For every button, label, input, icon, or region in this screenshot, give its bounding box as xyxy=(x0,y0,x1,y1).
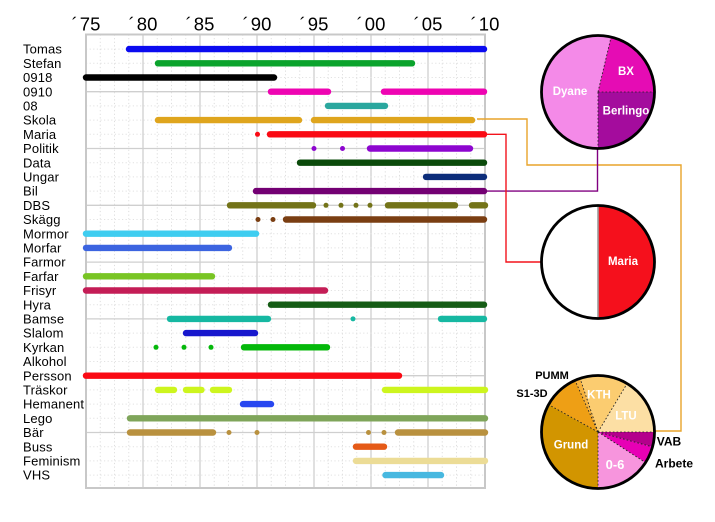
svg-text:Grund: Grund xyxy=(554,439,589,451)
svg-text:Maria: Maria xyxy=(23,127,57,142)
svg-text:´90: ´ 90 xyxy=(243,14,272,35)
svg-text:Slalom: Slalom xyxy=(23,326,64,341)
svg-text:VAB: VAB xyxy=(657,434,682,448)
svg-text:BX: BX xyxy=(618,66,634,78)
svg-text:Lego: Lego xyxy=(23,411,53,426)
svg-text:Morfar: Morfar xyxy=(23,241,62,256)
svg-text:Frisyr: Frisyr xyxy=(23,283,57,298)
svg-text:0-6: 0-6 xyxy=(606,457,625,472)
svg-text:´95: ´ 95 xyxy=(300,14,329,35)
svg-text:Ungar: Ungar xyxy=(23,170,60,185)
svg-text:Stefan: Stefan xyxy=(23,56,62,71)
svg-text:S1-3D: S1-3D xyxy=(516,388,547,400)
svg-text:Farmor: Farmor xyxy=(23,255,66,270)
svg-text:0918: 0918 xyxy=(23,70,53,85)
svg-text:´05: ´ 05 xyxy=(414,14,443,35)
svg-text:VHS: VHS xyxy=(23,468,50,483)
svg-text:Buss: Buss xyxy=(23,439,53,454)
svg-text:Tomas: Tomas xyxy=(23,42,62,57)
svg-text:PUMM: PUMM xyxy=(535,370,569,382)
svg-text:Politik: Politik xyxy=(23,141,59,156)
svg-text:Skola: Skola xyxy=(23,113,57,128)
svg-text:DBS: DBS xyxy=(23,198,50,213)
svg-text:Hemanent: Hemanent xyxy=(23,397,84,412)
svg-text:´80: ´ 80 xyxy=(129,14,158,35)
svg-text:´00: ´ 00 xyxy=(357,14,386,35)
svg-text:Persson: Persson xyxy=(23,368,72,383)
svg-text:´85: ´ 85 xyxy=(186,14,215,35)
svg-text:LTU: LTU xyxy=(615,411,637,423)
svg-text:Feminism: Feminism xyxy=(23,454,81,469)
svg-text:Bil: Bil xyxy=(23,184,38,199)
svg-text:Arbete: Arbete xyxy=(655,456,693,470)
svg-text:Bär: Bär xyxy=(23,425,44,440)
svg-text:Maria: Maria xyxy=(608,256,639,268)
svg-text:Kyrkan: Kyrkan xyxy=(23,340,64,355)
svg-text:Mormor: Mormor xyxy=(23,226,69,241)
svg-text:Alkohol: Alkohol xyxy=(23,354,67,369)
svg-text:Bamse: Bamse xyxy=(23,312,64,327)
svg-text:Hyra: Hyra xyxy=(23,297,52,312)
svg-text:Dyane: Dyane xyxy=(553,86,588,98)
svg-text:0910: 0910 xyxy=(23,84,53,99)
svg-text:´10: ´ 10 xyxy=(471,14,500,35)
svg-text:08: 08 xyxy=(23,99,38,114)
svg-text:Berlingo: Berlingo xyxy=(603,105,650,117)
svg-text:Skägg: Skägg xyxy=(23,212,61,227)
svg-text:Data: Data xyxy=(23,155,52,170)
svg-text:Farfar: Farfar xyxy=(23,269,59,284)
svg-text:Träskor: Träskor xyxy=(23,383,68,398)
svg-text:´75: ´ 75 xyxy=(72,14,101,35)
svg-text:KTH: KTH xyxy=(587,389,611,401)
